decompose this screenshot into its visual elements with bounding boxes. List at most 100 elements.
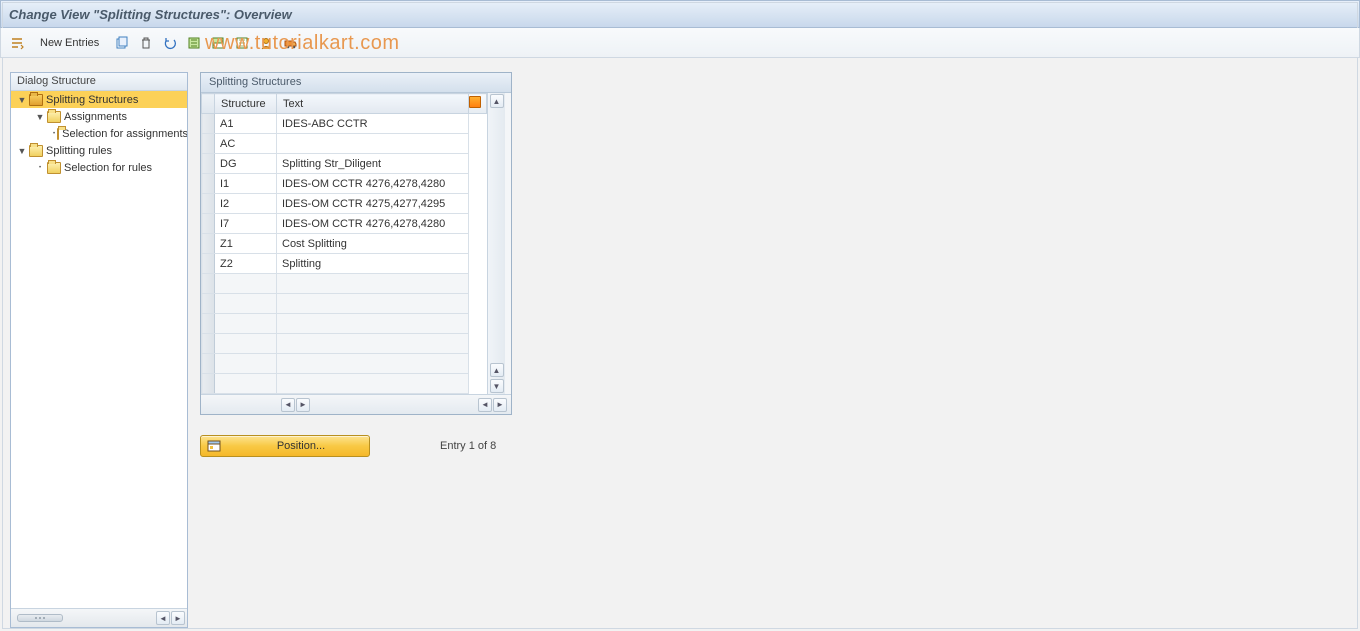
row-selector[interactable] bbox=[202, 314, 215, 334]
table-row[interactable]: I2IDES-OM CCTR 4275,4277,4295 bbox=[202, 194, 487, 214]
tree-expander-icon[interactable]: • bbox=[53, 129, 55, 139]
cell-text[interactable]: Splitting bbox=[277, 254, 469, 274]
cell-text[interactable]: Cost Splitting bbox=[277, 234, 469, 254]
table-row[interactable] bbox=[202, 334, 487, 354]
person-icon[interactable] bbox=[256, 33, 276, 53]
grid-vertical-scrollbar[interactable]: ▲ ▲ ▼ bbox=[487, 93, 505, 394]
tree-node-selection-for-rules[interactable]: •Selection for rules bbox=[11, 159, 187, 176]
table-row[interactable]: AC bbox=[202, 134, 487, 154]
scroll-left-icon[interactable]: ◄ bbox=[281, 398, 295, 412]
splitting-structures-grid: Splitting Structures StructureTextA1IDES… bbox=[200, 72, 512, 415]
cell-text[interactable]: IDES-OM CCTR 4275,4277,4295 bbox=[277, 194, 469, 214]
row-selector[interactable] bbox=[202, 294, 215, 314]
copy-icon[interactable] bbox=[112, 33, 132, 53]
row-selector[interactable] bbox=[202, 134, 215, 154]
tree-horizontal-scrollbar[interactable]: ◄ ► bbox=[11, 609, 187, 627]
tree-expander-icon[interactable]: ▼ bbox=[17, 95, 27, 105]
cell-structure[interactable] bbox=[215, 334, 277, 354]
scroll-right-icon[interactable]: ► bbox=[171, 611, 185, 625]
cell-structure[interactable]: DG bbox=[215, 154, 277, 174]
row-selector[interactable] bbox=[202, 214, 215, 234]
row-selector[interactable] bbox=[202, 334, 215, 354]
cell-structure[interactable]: I1 bbox=[215, 174, 277, 194]
row-selector[interactable] bbox=[202, 194, 215, 214]
delete-icon[interactable] bbox=[136, 33, 156, 53]
page-title: Change View "Splitting Structures": Over… bbox=[9, 7, 292, 22]
table-row[interactable] bbox=[202, 274, 487, 294]
cell-text[interactable] bbox=[277, 134, 469, 154]
row-selector[interactable] bbox=[202, 354, 215, 374]
table-row[interactable] bbox=[202, 354, 487, 374]
scroll-down-icon[interactable]: ▼ bbox=[490, 379, 504, 393]
cell-structure[interactable]: Z2 bbox=[215, 254, 277, 274]
title-bar: Change View "Splitting Structures": Over… bbox=[0, 0, 1360, 28]
cell-text[interactable] bbox=[277, 354, 469, 374]
row-selector[interactable] bbox=[202, 174, 215, 194]
grid-horizontal-scrollbar[interactable]: ◄ ► ◄ ► bbox=[201, 394, 511, 414]
cell-text[interactable]: IDES-ABC CCTR bbox=[277, 114, 469, 134]
tree-expander-icon[interactable]: ▼ bbox=[35, 112, 45, 122]
cell-text[interactable] bbox=[277, 294, 469, 314]
column-header-text[interactable]: Text bbox=[277, 94, 469, 114]
scroll-up-icon[interactable]: ▲ bbox=[490, 94, 504, 108]
select-block-icon[interactable] bbox=[208, 33, 228, 53]
cell-structure[interactable] bbox=[215, 374, 277, 394]
cell-text[interactable]: Splitting Str_Diligent bbox=[277, 154, 469, 174]
cell-text[interactable]: IDES-OM CCTR 4276,4278,4280 bbox=[277, 174, 469, 194]
cell-structure[interactable] bbox=[215, 314, 277, 334]
folder-closed-icon bbox=[47, 111, 61, 123]
cell-structure[interactable] bbox=[215, 294, 277, 314]
tree-node-splitting-rules[interactable]: ▼Splitting rules bbox=[11, 142, 187, 159]
scroll-left2-icon[interactable]: ◄ bbox=[478, 398, 492, 412]
cell-structure[interactable]: I2 bbox=[215, 194, 277, 214]
cell-text[interactable] bbox=[277, 334, 469, 354]
tree-node-selection-for-assignments[interactable]: •Selection for assignments bbox=[11, 125, 187, 142]
scroll-right2-icon[interactable]: ► bbox=[493, 398, 507, 412]
new-entries-button[interactable]: New Entries bbox=[31, 34, 108, 52]
position-label: Position... bbox=[239, 440, 363, 452]
deselect-all-icon[interactable] bbox=[232, 33, 252, 53]
column-header-structure[interactable]: Structure bbox=[215, 94, 277, 114]
table-row[interactable] bbox=[202, 294, 487, 314]
table-row[interactable]: Z2Splitting bbox=[202, 254, 487, 274]
toggle-icon[interactable] bbox=[7, 33, 27, 53]
table-row[interactable]: A1IDES-ABC CCTR bbox=[202, 114, 487, 134]
cell-structure[interactable] bbox=[215, 274, 277, 294]
row-selector[interactable] bbox=[202, 154, 215, 174]
configure-columns-button[interactable] bbox=[469, 94, 487, 114]
tree-expander-icon[interactable]: • bbox=[35, 163, 45, 173]
select-all-icon[interactable] bbox=[184, 33, 204, 53]
undo-icon[interactable] bbox=[160, 33, 180, 53]
cell-structure[interactable]: Z1 bbox=[215, 234, 277, 254]
cell-text[interactable] bbox=[277, 274, 469, 294]
cell-text[interactable] bbox=[277, 314, 469, 334]
table-row[interactable]: Z1Cost Splitting bbox=[202, 234, 487, 254]
table-row[interactable] bbox=[202, 374, 487, 394]
row-selector[interactable] bbox=[202, 374, 215, 394]
cell-structure[interactable]: AC bbox=[215, 134, 277, 154]
row-selector[interactable] bbox=[202, 274, 215, 294]
row-selector[interactable] bbox=[202, 114, 215, 134]
grid-title: Splitting Structures bbox=[201, 73, 511, 93]
cell-structure[interactable] bbox=[215, 354, 277, 374]
row-selector[interactable] bbox=[202, 234, 215, 254]
tree-node-assignments[interactable]: ▼Assignments bbox=[11, 108, 187, 125]
tree-node-splitting-structures[interactable]: ▼Splitting Structures bbox=[11, 91, 187, 108]
cell-structure[interactable]: I7 bbox=[215, 214, 277, 234]
cell-structure[interactable]: A1 bbox=[215, 114, 277, 134]
table-row[interactable] bbox=[202, 314, 487, 334]
scroll-left-icon[interactable]: ◄ bbox=[156, 611, 170, 625]
tree-expander-icon[interactable]: ▼ bbox=[17, 146, 27, 156]
table-row[interactable]: I7IDES-OM CCTR 4276,4278,4280 bbox=[202, 214, 487, 234]
cell-text[interactable] bbox=[277, 374, 469, 394]
scrollbar-thumb[interactable] bbox=[17, 614, 63, 622]
scroll-right-icon[interactable]: ► bbox=[296, 398, 310, 412]
table-settings-icon bbox=[469, 96, 481, 108]
scroll-up2-icon[interactable]: ▲ bbox=[490, 363, 504, 377]
table-row[interactable]: I1IDES-OM CCTR 4276,4278,4280 bbox=[202, 174, 487, 194]
table-row[interactable]: DGSplitting Str_Diligent bbox=[202, 154, 487, 174]
position-button[interactable]: Position... bbox=[200, 435, 370, 457]
transport-icon[interactable] bbox=[280, 33, 300, 53]
cell-text[interactable]: IDES-OM CCTR 4276,4278,4280 bbox=[277, 214, 469, 234]
row-selector[interactable] bbox=[202, 254, 215, 274]
